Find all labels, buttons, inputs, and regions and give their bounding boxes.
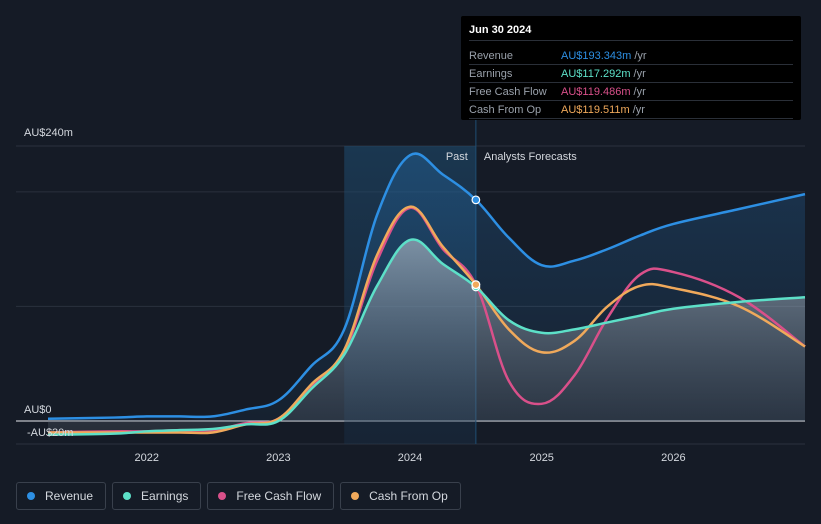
free-cash-flow-dot-icon [218,492,227,500]
x-tick-label: 2022 [134,452,158,464]
legend-item-earnings[interactable]: Earnings [112,482,202,510]
tooltip-label: Cash From Op [469,103,542,116]
tooltip-unit: /yr [633,85,646,98]
x-tick-label: 2023 [266,452,290,464]
tooltip-row-free-cash-flow: Free Cash Flow AU$119.486m /yr [469,83,793,101]
y-tick-label: -AU$20m [27,427,73,439]
legend-label: Revenue [45,489,94,503]
cash-from-op-line [48,205,806,435]
tooltip-unit: /yr [634,49,647,62]
revenue-line [47,152,806,420]
cash-from-op-marker [471,280,481,290]
tooltip: Jun 30 2024 Revenue AU$193.343m /yr Earn… [461,16,801,120]
legend-item-revenue[interactable]: Revenue [16,482,107,510]
tooltip-unit: /yr [632,103,645,116]
x-tick-label: 2026 [661,452,685,464]
legend-label: Cash From Op [369,489,448,503]
x-tick-label: 2025 [529,452,553,464]
legend-item-free-cash-flow[interactable]: Free Cash Flow [207,482,335,510]
revenue-marker [471,195,481,205]
x-tick-label: 2024 [398,452,422,464]
earnings-area [48,239,805,435]
legend-label: Earnings [141,489,189,503]
legend-item-cash-from-op[interactable]: Cash From Op [340,482,461,510]
cash-from-op-dot-icon [351,492,360,500]
tooltip-label: Revenue [469,49,514,62]
tooltip-row-cash-from-op: Cash From Op AU$119.511m /yr [469,101,793,119]
tooltip-label: Free Cash Flow [469,85,547,98]
tooltip-date: Jun 30 2024 [469,24,793,41]
tooltip-label: Earnings [469,67,513,80]
revenue-dot-icon [27,492,35,500]
tooltip-unit: /yr [633,67,646,80]
y-tick-label: AU$240m [24,127,73,139]
earnings-dot-icon [123,492,132,500]
past-label: Past [446,151,468,163]
tooltip-value: AU$117.292m [561,67,631,80]
y-tick-label: AU$0 [24,404,52,416]
tooltip-row-revenue: Revenue AU$193.343m /yr [469,47,793,65]
tooltip-row-earnings: Earnings AU$117.292m /yr [469,65,793,83]
tooltip-value: AU$193.343m [561,49,632,62]
legend-label: Free Cash Flow [236,489,322,503]
tooltip-value: AU$119.486m [561,85,631,98]
legend: Revenue Earnings Free Cash Flow Cash Fro… [16,482,461,510]
forecast-label: Analysts Forecasts [484,151,577,163]
tooltip-value: AU$119.511m [561,103,630,116]
earnings-line [47,238,806,436]
